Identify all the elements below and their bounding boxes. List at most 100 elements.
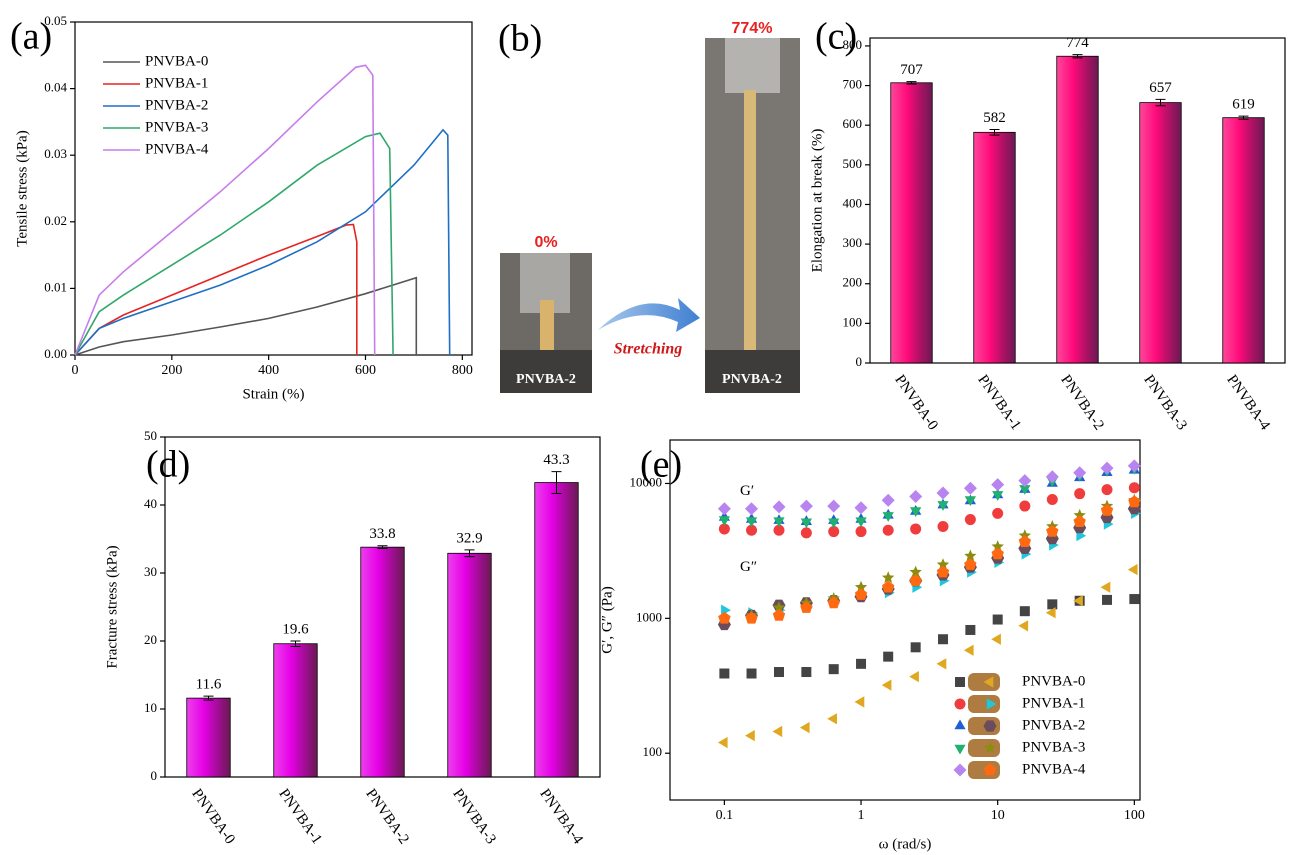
marker [954, 719, 966, 730]
strain-label: 774% [732, 20, 773, 37]
marker [1019, 606, 1030, 617]
x-tick-label: PNVBA-1 [275, 786, 324, 847]
marker [772, 725, 783, 738]
marker [1018, 474, 1032, 488]
marker [953, 763, 967, 777]
marker [910, 523, 922, 535]
marker [964, 549, 977, 562]
marker [936, 486, 950, 500]
line [74, 132, 394, 356]
error-bar [377, 545, 388, 550]
marker [827, 499, 841, 513]
marker [855, 526, 867, 538]
x-tick-label: 0.1 [716, 808, 734, 823]
photo-sample [540, 300, 554, 355]
error-bar [1072, 54, 1083, 59]
marker [1074, 488, 1086, 500]
x-axis-title: ω (rad/s) [879, 836, 932, 852]
error-bar [989, 129, 1000, 136]
error-bar [1155, 98, 1166, 107]
line [74, 128, 451, 356]
y-axis-title: G′, G″ (Pa) [599, 586, 615, 653]
y-tick-label: 0.00 [44, 346, 67, 361]
y-tick-label: 200 [843, 275, 863, 290]
marker [773, 667, 784, 678]
marker [986, 698, 997, 710]
marker [800, 527, 812, 539]
marker [856, 658, 867, 669]
photo-sample [744, 90, 756, 350]
y-tick-label: 0.01 [44, 279, 67, 294]
y-tick-label: 10000 [630, 474, 663, 489]
marker [800, 518, 812, 529]
marker [983, 720, 997, 732]
marker [936, 658, 947, 670]
y-tick-label: 500 [843, 156, 863, 171]
marker [964, 514, 976, 526]
x-tick-label: PNVBA-0 [188, 786, 237, 847]
marker [745, 730, 755, 742]
y-axis-title: Fracture stress (kPa) [104, 545, 120, 668]
marker [1128, 482, 1140, 494]
x-tick-label: 200 [161, 363, 182, 378]
x-tick-label: PNVBA-4 [536, 786, 586, 847]
marker [717, 736, 728, 749]
marker [963, 481, 977, 495]
marker [954, 744, 966, 755]
marker [983, 763, 997, 776]
marker [991, 540, 1004, 552]
panel-label: (e) [640, 444, 682, 486]
bar [1139, 102, 1182, 364]
y-tick-label: 20 [144, 632, 157, 647]
y-tick-label: 0 [151, 768, 158, 783]
marker [1127, 563, 1138, 576]
marker [1101, 484, 1113, 496]
marker [909, 574, 922, 586]
legend-label: PNVBA-1 [1022, 695, 1085, 711]
marker [881, 493, 895, 507]
y-tick-label: 100 [843, 314, 863, 329]
marker [936, 565, 950, 578]
bar [186, 697, 231, 778]
legend-label: PNVBA-2 [145, 97, 208, 113]
bar [534, 482, 579, 778]
marker [746, 668, 757, 679]
marker [955, 677, 965, 687]
x-tick-label: PNVBA-0 [891, 372, 940, 433]
marker [745, 611, 758, 624]
marker [718, 523, 730, 535]
marker [910, 642, 921, 653]
legend-label: PNVBA-0 [145, 53, 208, 69]
value-label: 33.8 [369, 526, 395, 542]
bar [1056, 55, 1099, 364]
marker [964, 558, 977, 570]
marker [717, 502, 731, 516]
annotation: G′ [740, 483, 754, 499]
y-tick-label: 10 [144, 700, 157, 715]
bar [447, 552, 492, 778]
sample-label: PNVBA-2 [516, 372, 576, 387]
marker [1019, 500, 1031, 512]
photo-clamp [725, 38, 780, 93]
x-tick-label: 600 [355, 363, 376, 378]
y-tick-label: 1000 [636, 609, 662, 624]
marker [1047, 599, 1058, 610]
marker [1128, 495, 1141, 508]
x-tick-label: 0 [72, 363, 79, 378]
marker [992, 507, 1004, 519]
value-label: 43.3 [543, 452, 569, 468]
x-axis-title: Strain (%) [242, 386, 304, 402]
marker [854, 580, 868, 593]
marker [746, 524, 758, 536]
legend-label: PNVBA-4 [1022, 761, 1086, 777]
value-label: 32.9 [456, 530, 482, 546]
marker [854, 501, 868, 515]
marker [937, 520, 949, 532]
value-label: 582 [983, 110, 1006, 126]
x-tick-label: 100 [1124, 808, 1145, 823]
marker [992, 614, 1003, 625]
error-bar [203, 695, 214, 701]
value-label: 19.6 [282, 621, 309, 637]
marker [991, 633, 1001, 645]
panel-label: (a) [10, 16, 52, 58]
